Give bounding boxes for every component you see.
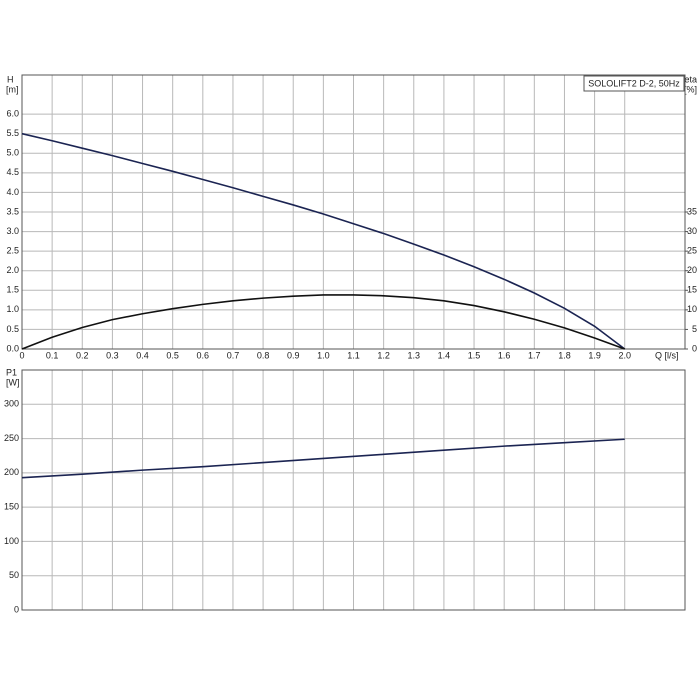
curve bbox=[21, 294, 626, 350]
y-tick-label: 4.0 bbox=[6, 187, 19, 197]
y-tick-label: 0.0 bbox=[6, 343, 19, 353]
x-tick-label: 0.9 bbox=[287, 350, 300, 360]
x-tick-label: 1.9 bbox=[588, 350, 601, 360]
y-tick-label: 1.5 bbox=[6, 285, 19, 295]
y-tick-label: 4.5 bbox=[6, 167, 19, 177]
x-tick-label: 0 bbox=[19, 350, 24, 360]
y-tick-label: 150 bbox=[4, 502, 19, 512]
y-tick-label: 0 bbox=[14, 604, 19, 614]
y-tick-label: 5.5 bbox=[6, 128, 19, 138]
y-tick-label: 200 bbox=[4, 467, 19, 477]
chart-title: SOLOLIFT2 D-2, 50Hz bbox=[588, 78, 680, 88]
y-unit: [m] bbox=[6, 84, 19, 94]
y2-tick-label: 5 bbox=[692, 324, 697, 334]
y2-tick-label: 35 bbox=[687, 206, 697, 216]
x-tick-label: 0.6 bbox=[197, 350, 210, 360]
y-tick-label: 0.5 bbox=[6, 324, 19, 334]
y2-tick-label: 0 bbox=[692, 343, 697, 353]
y-tick-label: 50 bbox=[9, 570, 19, 580]
x-tick-label: 0.3 bbox=[106, 350, 119, 360]
plot-frame bbox=[21, 369, 686, 611]
x-tick-label: 0.5 bbox=[166, 350, 179, 360]
y-tick-label: 1.0 bbox=[6, 304, 19, 314]
y-tick-label: 5.0 bbox=[6, 148, 19, 158]
x-tick-label: 1.2 bbox=[377, 350, 390, 360]
x-tick-label: 1.1 bbox=[347, 350, 360, 360]
x-tick-label: 1.7 bbox=[528, 350, 541, 360]
y-tick-label: 250 bbox=[4, 433, 19, 443]
y-tick-label: 2.0 bbox=[6, 265, 19, 275]
y-tick-label: 3.0 bbox=[6, 226, 19, 236]
x-tick-label: 2.0 bbox=[618, 350, 631, 360]
x-tick-label: 1.3 bbox=[408, 350, 421, 360]
y2-tick-label: 25 bbox=[687, 246, 697, 256]
x-label: Q [l/s] bbox=[655, 350, 679, 360]
x-tick-label: 0.2 bbox=[76, 350, 89, 360]
y2-label: eta bbox=[684, 74, 697, 84]
plot-frame bbox=[21, 74, 686, 350]
curve bbox=[21, 132, 626, 350]
y-tick-label: 100 bbox=[4, 536, 19, 546]
x-tick-label: 1.8 bbox=[558, 350, 571, 360]
x-tick-label: 0.7 bbox=[227, 350, 240, 360]
x-tick-label: 1.6 bbox=[498, 350, 511, 360]
y2-tick-label: 30 bbox=[687, 226, 697, 236]
y-tick-label: 3.5 bbox=[6, 206, 19, 216]
y2-tick-label: 15 bbox=[687, 285, 697, 295]
y-tick-label: 300 bbox=[4, 399, 19, 409]
y2-unit: [%] bbox=[684, 84, 697, 94]
y-tick-label: 2.5 bbox=[6, 246, 19, 256]
x-tick-label: 1.4 bbox=[438, 350, 451, 360]
curve bbox=[21, 438, 625, 479]
x-tick-label: 1.5 bbox=[468, 350, 481, 360]
x-tick-label: 0.8 bbox=[257, 350, 270, 360]
y-tick-label: 6.0 bbox=[6, 109, 19, 119]
y-label: H bbox=[7, 74, 14, 84]
y2-tick-label: 10 bbox=[687, 304, 697, 314]
y2-tick-label: 20 bbox=[687, 265, 697, 275]
x-tick-label: 1.0 bbox=[317, 350, 330, 360]
x-tick-label: 0.4 bbox=[136, 350, 149, 360]
title-box bbox=[583, 75, 685, 92]
y-unit: [W] bbox=[6, 377, 20, 387]
y-label: P1 bbox=[6, 367, 17, 377]
x-tick-label: 0.1 bbox=[46, 350, 59, 360]
